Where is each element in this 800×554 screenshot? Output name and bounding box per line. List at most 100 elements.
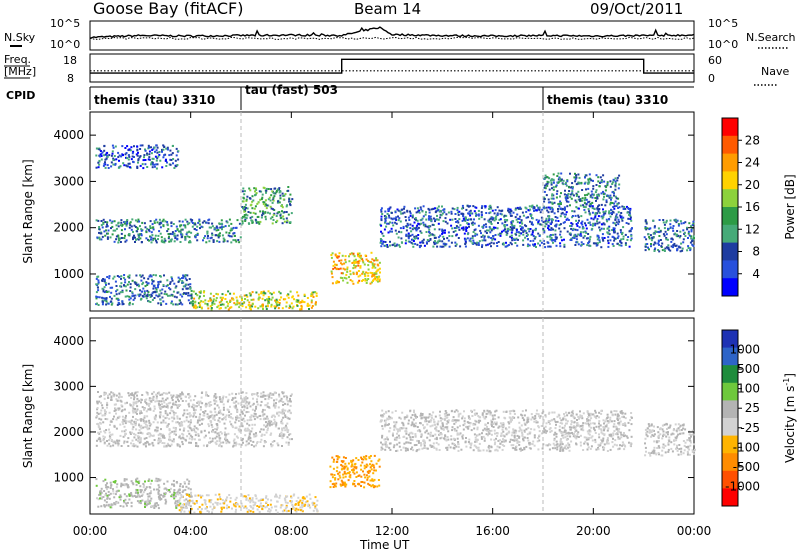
heat-cell-0 <box>283 426 286 429</box>
heat-cell-0 <box>185 419 188 422</box>
heat-cell-0 <box>210 420 213 423</box>
heat-cell-2 <box>276 219 279 222</box>
heat-cell-6 <box>522 233 525 236</box>
heat-cell-2 <box>244 208 247 211</box>
heat-cell-1 <box>120 484 123 487</box>
heat-cell-5 <box>371 280 374 282</box>
heat-cell-1 <box>187 482 190 485</box>
heat-cell-1 <box>100 496 103 499</box>
heat-cell-2 <box>245 497 248 500</box>
heat-cell-1 <box>226 240 229 243</box>
heat-cell-0 <box>152 421 155 424</box>
heat-cell-0 <box>187 413 190 416</box>
heat-cell-7 <box>592 179 594 182</box>
heat-cell-0 <box>171 420 174 423</box>
heat-cell-0 <box>106 155 109 158</box>
heat-cell-0 <box>152 395 155 398</box>
heat-cell-4 <box>209 297 212 300</box>
heat-cell-0 <box>165 165 168 167</box>
heat-cell-7 <box>562 179 565 182</box>
heat-cell-6 <box>617 235 620 238</box>
heat-cell-8 <box>660 245 663 248</box>
heat-cell-6 <box>510 234 513 237</box>
heat-cell-7 <box>552 181 555 184</box>
heat-cell-6 <box>505 214 508 217</box>
heat-cell-4 <box>236 301 239 304</box>
heat-cell-6 <box>621 219 624 222</box>
heat-cell-6 <box>483 218 486 221</box>
heat-cell-8 <box>676 233 678 236</box>
heat-cell-2 <box>252 211 255 214</box>
heat-cell-0 <box>100 409 103 412</box>
heat-cell-7 <box>606 184 609 187</box>
heat-cell-1 <box>104 234 107 237</box>
heat-cell-1 <box>100 220 103 222</box>
heat-cell-1 <box>114 481 117 484</box>
heat-cell-2 <box>238 505 241 508</box>
heat-cell-2 <box>307 503 310 506</box>
heat-cell-1 <box>137 233 140 236</box>
heat-cell-0 <box>144 426 147 428</box>
heat-cell-6 <box>412 238 415 241</box>
heat-cell-6 <box>559 230 562 233</box>
heat-cell-0 <box>236 415 239 418</box>
heat-cell-0 <box>154 150 156 153</box>
heat-cell-2 <box>249 510 252 513</box>
heat-cell-0 <box>120 404 123 407</box>
heat-cell-6 <box>548 228 551 231</box>
heat-cell-1 <box>138 220 141 223</box>
heat-cell-0 <box>134 444 137 447</box>
heat-cell-5 <box>368 260 371 263</box>
heat-cell-0 <box>163 154 166 157</box>
heat-cell-0 <box>176 443 179 446</box>
heat-cell-1 <box>135 496 137 498</box>
heat-cell-0 <box>236 436 239 439</box>
heat-cell-2 <box>282 218 285 221</box>
heat-cell-7 <box>560 172 563 175</box>
heat-cell-6 <box>552 233 554 236</box>
heat-cell-6 <box>398 244 401 247</box>
heat-cell-4 <box>249 306 252 309</box>
heat-cell-6 <box>487 220 490 222</box>
heat-cell-3 <box>171 294 174 297</box>
heat-cell-1 <box>160 493 163 496</box>
heat-cell-1 <box>136 226 139 229</box>
heat-cell-0 <box>262 413 265 416</box>
heat-cell-6 <box>461 219 464 222</box>
heat-cell-1 <box>159 498 162 501</box>
heat-cell-7 <box>555 196 558 199</box>
heat-cell-1 <box>146 493 149 496</box>
heat-cell-6 <box>510 227 513 230</box>
heat-cell-0 <box>156 392 159 395</box>
heat-cell-0 <box>278 400 280 403</box>
heat-cell-6 <box>621 205 624 208</box>
heat-cell-7 <box>560 192 562 195</box>
heat-cell-8 <box>667 227 669 230</box>
heat-cell-5 <box>359 274 362 277</box>
heat-cell-6 <box>569 225 572 227</box>
heat-cell-0 <box>244 427 247 430</box>
heat-cell-2 <box>283 194 286 197</box>
heat-cell-6 <box>563 221 566 224</box>
heat-cell-2 <box>283 509 286 512</box>
heat-cell-1 <box>95 478 98 481</box>
heat-cell-0 <box>190 441 192 444</box>
heat-cell-0 <box>268 421 271 424</box>
heat-cell-0 <box>133 445 136 448</box>
heat-cell-4 <box>225 300 228 303</box>
heat-cell-0 <box>256 442 258 445</box>
heat-cell-0 <box>210 424 213 426</box>
heat-cell-0 <box>104 166 107 169</box>
heat-cell-0 <box>166 161 168 164</box>
heat-cell-5 <box>374 266 377 269</box>
heat-cell-0 <box>275 423 278 426</box>
heat-cell-6 <box>417 210 420 213</box>
heat-cell-6 <box>499 232 502 235</box>
heat-cell-0 <box>95 147 98 150</box>
heat-cell-0 <box>100 395 102 398</box>
heat-cell-6 <box>431 223 434 226</box>
heat-cell-0 <box>143 156 145 159</box>
heat-cell-0 <box>165 425 168 428</box>
heat-cell-2 <box>292 506 295 509</box>
heat-cell-6 <box>399 220 402 223</box>
